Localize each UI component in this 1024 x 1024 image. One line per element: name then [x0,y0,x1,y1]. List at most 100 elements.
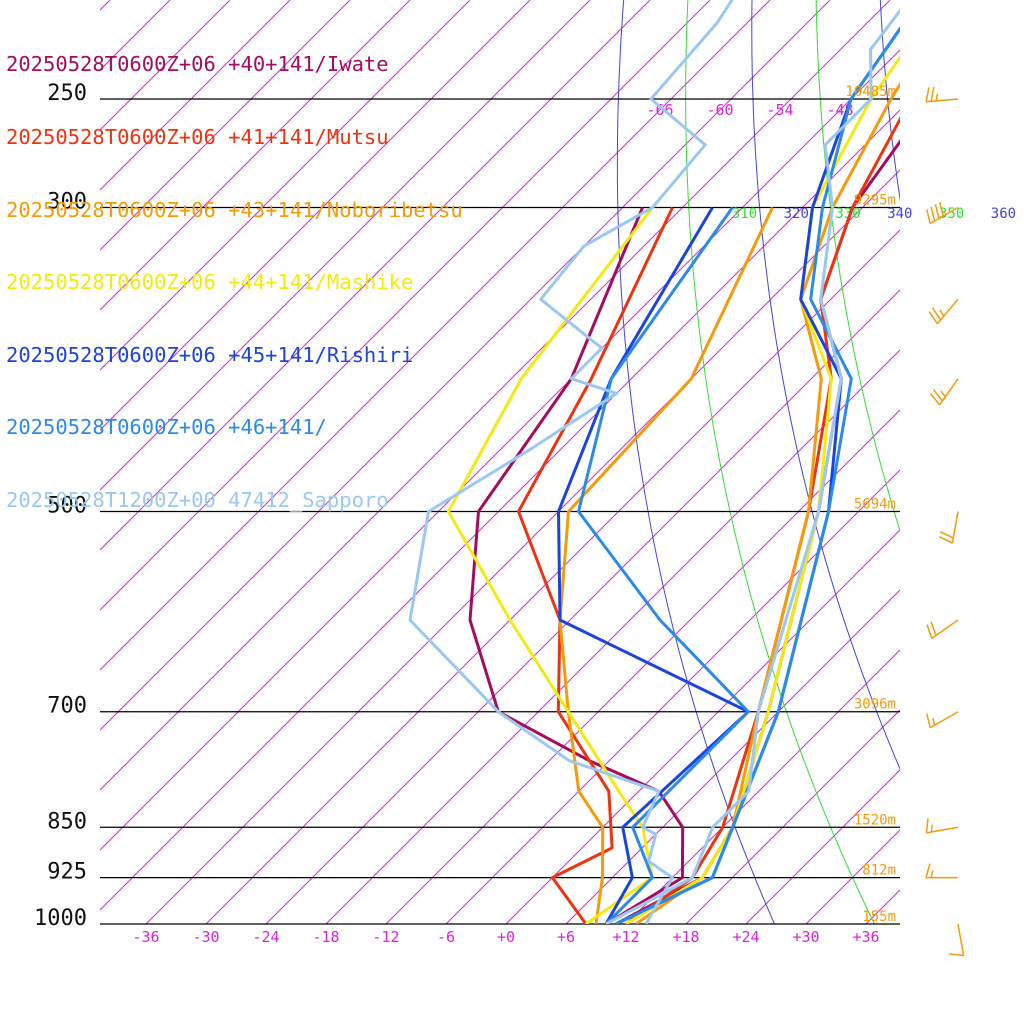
wind-barb [948,923,965,957]
x-tick-label: -18 [312,928,339,946]
legend-item: 20250528T0600Z+06 +43+141/Noboribetsu [6,197,463,222]
wind-barb-staff [939,378,959,406]
wind-barb-feather [929,393,941,406]
pressure-label: 1000 [34,906,87,931]
height-labels: 16406m13809m11936m10485m9295m5694m3096m1… [845,84,896,925]
wind-barb [925,86,959,103]
wind-barb-staff [957,923,965,956]
wind-barb-feather [930,206,936,222]
isotherm-line [100,0,531,431]
x-tick-label: +0 [497,928,515,946]
isotherm-top-label: -60 [706,101,733,119]
wind-barb-feather [926,713,932,728]
height-label: 1520m [854,812,896,828]
isotherm-line [100,0,831,731]
x-tick-label: +36 [852,928,879,946]
legend-item: 20250528T0600Z+06 +45+141/Rishiri [6,342,414,367]
isotherm-line [100,0,471,371]
height-label: 155m [862,909,896,925]
wind-barb-half-feather [932,717,936,726]
theta-label: 320 [784,206,809,222]
wind-barb-half-feather [930,870,934,878]
wind-barb-half-feather [935,93,939,102]
wind-barb [926,619,959,639]
pressure-label: 700 [47,694,87,719]
isotherm-line [100,49,900,851]
wind-barb-feather [930,86,935,102]
isotherm-line [100,0,291,191]
isotherm-line [205,229,900,924]
pressure-label: 300 [47,190,87,215]
wind-barb-feather [939,201,945,217]
wind-barb-feather [925,818,929,833]
theta-label: 330 [835,206,860,222]
wind-barb-feather [932,389,944,402]
isotherm-line [325,349,900,924]
isotherm-line [100,0,891,791]
wind-barb-feather [926,209,932,224]
x-tick-label: +30 [792,928,819,946]
pressure-label: 250 [47,81,87,106]
isotherm-line [100,0,351,251]
dry-adiabat-line [879,0,900,202]
pressure-label: 500 [47,494,87,519]
temperature-line [615,139,900,924]
pressure-label: 925 [47,860,87,885]
x-tick-label: -6 [437,928,455,946]
dewpoint-line [558,206,774,924]
height-label: 5694m [854,497,896,513]
wind-barbs [925,86,965,957]
theta-label: 310 [732,206,757,222]
theta-label: 340 [887,206,912,222]
wind-barb [939,511,959,544]
wind-barb-feather [948,953,964,957]
wind-barb-feather [928,311,939,325]
isotherm-top-label: -54 [766,101,793,119]
dewpoint-line [517,206,674,924]
wind-barb-feather [925,87,930,102]
height-label: 10485m [845,84,896,100]
isotherm-line [100,0,591,491]
temperature-line [605,8,900,924]
temperature-line [615,26,900,924]
isobar-lines [100,98,900,925]
pressure-label: 850 [47,809,87,834]
wind-barb-feather [930,621,937,636]
wind-barb [926,711,959,729]
x-tick-label: -12 [372,928,399,946]
wind-barb [926,201,959,225]
dry-adiabat-line [997,0,1024,953]
x-tick-label: +24 [732,928,759,946]
wind-barb-staff [951,511,959,544]
isotherm-line [926,0,1024,924]
isotherm-line [100,0,651,551]
theta-labels: 310320330340350360370380390400410 [732,206,1016,222]
isotherm-line [625,649,900,924]
wind-barb [929,378,959,406]
wind-barb-feather [939,531,954,539]
isotherm-line [805,829,900,924]
legend-item: 20250528T0600Z+06 +41+141/Mutsu [6,125,389,150]
wind-barb [925,818,959,834]
theta-label: 350 [939,206,964,222]
height-label: 9295m [854,193,896,209]
x-tick-label: +6 [557,928,575,946]
wind-barb-half-feather [930,824,933,833]
height-label: 3096m [854,697,896,713]
x-tick-label: -36 [132,928,159,946]
dry-adiabat-line [939,0,1024,953]
wind-barb-staff [929,711,959,729]
wind-barb-half-feather [939,309,945,317]
legend-item: 20250528T1200Z+00 47412_Sapporo [6,488,389,513]
x-tick-label: -30 [192,928,219,946]
legend-item: 20250528T0600Z+06 +40+141/Iwate [6,52,389,77]
wind-barb-feather [934,204,940,219]
isotherm-top-labels: -66 -60 -54 -48 [646,101,853,119]
legend: 20250528T0600Z+06 +40+141/Iwate 20250528… [6,4,463,536]
theta-label: 360 [991,206,1016,222]
temperature-line [625,116,900,924]
dewpoint-line [408,0,734,924]
dewpoint-line [557,206,750,924]
isotherm-line [986,0,1024,924]
